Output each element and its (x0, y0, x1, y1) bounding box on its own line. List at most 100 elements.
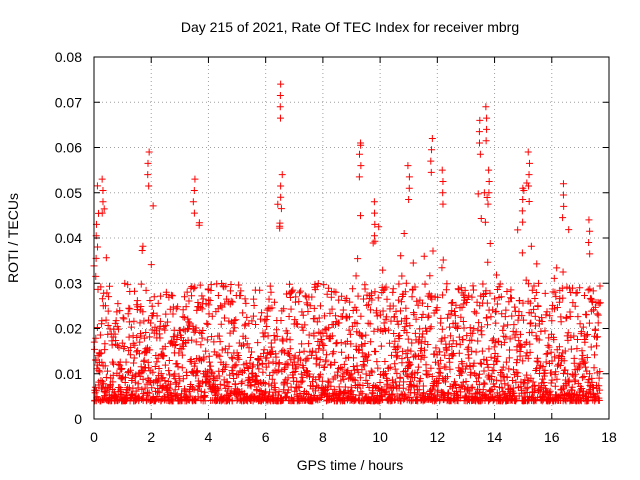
data-point (538, 317, 546, 325)
data-point (125, 304, 133, 312)
data-point (137, 395, 145, 403)
data-point (365, 351, 373, 359)
data-point (394, 320, 402, 328)
y-tick-label: 0.05 (55, 185, 82, 201)
data-point (160, 352, 168, 360)
data-point (505, 298, 513, 306)
data-point (559, 214, 567, 222)
data-point (130, 359, 138, 367)
data-point (470, 325, 478, 333)
data-point (234, 370, 242, 378)
data-point (596, 282, 604, 290)
data-point (586, 370, 594, 378)
data-point (217, 302, 225, 310)
data-point (341, 383, 349, 391)
data-point (116, 307, 124, 315)
data-point (196, 328, 204, 336)
data-point (140, 334, 148, 342)
data-point (154, 299, 162, 307)
data-point (478, 347, 486, 355)
data-point (179, 375, 187, 383)
data-point (367, 367, 375, 375)
data-point (441, 351, 449, 359)
data-point (174, 363, 182, 371)
data-point (114, 342, 122, 350)
data-point (331, 358, 339, 366)
data-point (434, 379, 442, 387)
data-point (202, 347, 210, 355)
data-point (403, 329, 411, 337)
data-point (256, 286, 264, 294)
data-point (583, 354, 591, 362)
data-point (488, 337, 496, 345)
data-point (411, 351, 419, 359)
data-point (559, 180, 567, 188)
data-point (248, 317, 256, 325)
data-point (582, 311, 590, 319)
data-point (260, 378, 268, 386)
data-point (314, 383, 322, 391)
data-point (511, 333, 519, 341)
data-point (239, 390, 247, 398)
data-point (438, 325, 446, 333)
data-point (228, 355, 236, 363)
data-point (490, 367, 498, 375)
data-point (285, 351, 293, 359)
data-point (220, 314, 228, 322)
data-point (552, 368, 560, 376)
data-point (198, 334, 206, 342)
data-point (324, 377, 332, 385)
data-point (420, 252, 428, 260)
data-point (294, 320, 302, 328)
data-point (229, 369, 237, 377)
data-point (208, 368, 216, 376)
data-point (427, 364, 435, 372)
data-point (286, 345, 294, 353)
data-point (559, 369, 567, 377)
data-point (258, 360, 266, 368)
data-point (475, 128, 483, 136)
data-point (484, 258, 492, 266)
data-point (237, 380, 245, 388)
data-point (338, 292, 346, 300)
data-point (371, 288, 379, 296)
data-point (458, 303, 466, 311)
y-tick-label: 0.03 (55, 275, 82, 291)
data-point (147, 319, 155, 327)
data-point (121, 279, 129, 287)
data-point (527, 309, 535, 317)
data-point (346, 330, 354, 338)
data-point (485, 189, 493, 197)
data-point (571, 376, 579, 384)
data-point (240, 341, 248, 349)
data-point (215, 386, 223, 394)
data-point (509, 384, 517, 392)
data-point (569, 299, 577, 307)
data-point (402, 350, 410, 358)
data-point (367, 338, 375, 346)
data-point (136, 319, 144, 327)
data-point (541, 327, 549, 335)
data-point (319, 346, 327, 354)
data-point (255, 356, 263, 364)
data-point (537, 327, 545, 335)
data-point (131, 378, 139, 386)
data-point (347, 383, 355, 391)
data-point (154, 377, 162, 385)
y-tick-label: 0.02 (55, 321, 82, 337)
data-point (571, 378, 579, 386)
data-point (524, 384, 532, 392)
data-point (359, 358, 367, 366)
data-point (578, 347, 586, 355)
data-point (192, 324, 200, 332)
data-point (296, 348, 304, 356)
data-point (487, 313, 495, 321)
data-point (525, 197, 533, 205)
data-point (570, 372, 578, 380)
data-point (261, 317, 269, 325)
data-point (185, 318, 193, 326)
data-point (283, 329, 291, 337)
data-point (252, 321, 260, 329)
data-point (242, 334, 250, 342)
data-point (475, 319, 483, 327)
